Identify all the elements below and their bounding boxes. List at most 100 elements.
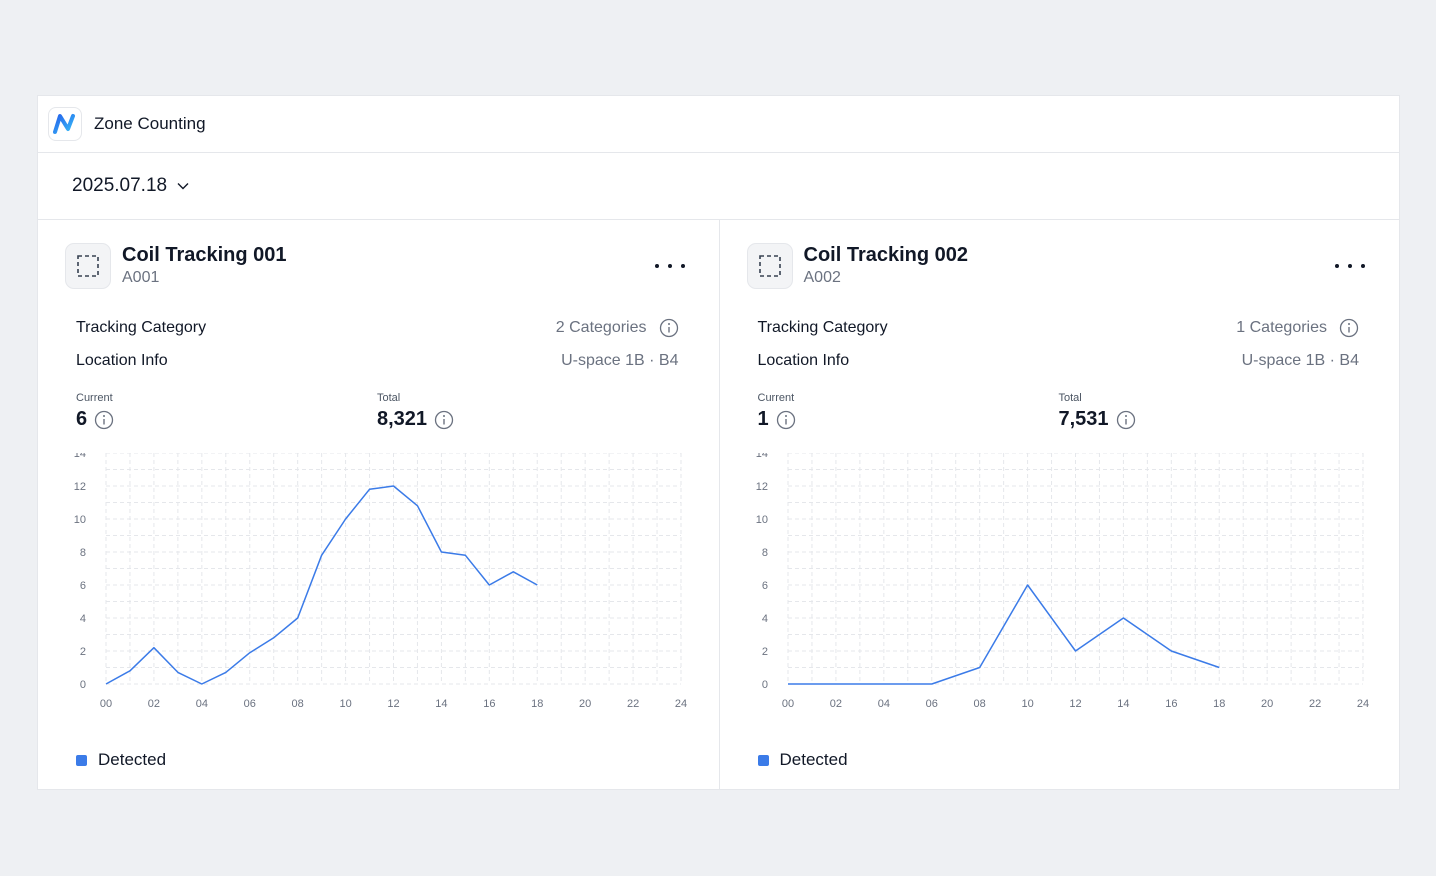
legend-swatch (757, 754, 769, 766)
x-tick-label: 12 (1069, 698, 1081, 710)
more-options-button[interactable] (654, 256, 685, 276)
x-tick-label: 22 (627, 698, 639, 710)
x-tick-label: 10 (339, 698, 351, 710)
location-info-value: U-space 1B · B4 (561, 352, 679, 369)
y-tick-label: 0 (761, 679, 767, 691)
info-icon[interactable] (776, 410, 796, 430)
x-tick-label: 06 (244, 698, 256, 710)
total-stat: Total 8,321 (377, 392, 454, 431)
total-value: 8,321 (377, 408, 428, 430)
zone-counting-window: Zone Counting 2025.07.18 Coil Tracking 0… (37, 95, 1400, 790)
y-tick-label: 4 (80, 613, 86, 625)
y-tick-label: 8 (80, 547, 86, 559)
x-tick-label: 02 (829, 698, 841, 710)
series-line-detected (105, 485, 538, 685)
date-selector[interactable]: 2025.07.18 (72, 175, 189, 197)
y-tick-label: 6 (761, 580, 767, 592)
x-tick-label: 08 (973, 698, 985, 710)
x-tick-label: 24 (675, 698, 687, 710)
zone-card-header: Coil Tracking 002 A002 (746, 243, 969, 289)
current-label: Current (76, 392, 113, 404)
zone-name: Coil Tracking 002 (803, 244, 969, 266)
total-stat: Total 7,531 (1059, 392, 1136, 431)
current-label: Current (757, 392, 795, 404)
total-value: 7,531 (1058, 408, 1109, 430)
zone-code: A001 (122, 269, 160, 286)
y-tick-label: 2 (80, 646, 86, 658)
tracking-category-value: 1 Categories (1236, 319, 1327, 336)
tracking-category-row: Tracking Category 1 Categories (758, 318, 1360, 338)
location-info-label: Location Info (757, 352, 850, 369)
zone-card: Coil Tracking 002 A002 Tracking Category… (718, 220, 1400, 789)
x-tick-label: 02 (148, 698, 160, 710)
y-tick-label: 12 (74, 481, 86, 493)
zone-selection-icon (746, 243, 793, 289)
chart-legend: Detected (757, 750, 848, 770)
info-icon[interactable] (1116, 410, 1136, 430)
location-info-row: Location Info U-space 1B · B4 (758, 352, 1360, 370)
info-icon[interactable] (94, 410, 114, 430)
y-tick-label: 10 (74, 514, 86, 526)
info-icon[interactable] (434, 410, 454, 430)
y-tick-label: 2 (761, 646, 767, 658)
date-bar: 2025.07.18 (38, 153, 1399, 220)
x-tick-label: 04 (877, 698, 889, 710)
app-title: Zone Counting (94, 114, 206, 133)
x-tick-label: 16 (483, 698, 495, 710)
zone-panels: Coil Tracking 001 A001 Tracking Category… (38, 220, 1399, 789)
zone-card: Coil Tracking 001 A001 Tracking Category… (38, 220, 719, 789)
title-bar: Zone Counting (38, 96, 1399, 153)
x-tick-label: 00 (100, 698, 112, 710)
legend-swatch (76, 754, 87, 766)
y-tick-label: 0 (80, 679, 86, 691)
zone-name: Coil Tracking 001 (122, 244, 287, 266)
y-tick-label: 14 (755, 453, 767, 460)
tracking-category-label: Tracking Category (757, 319, 888, 336)
tracking-category-row: Tracking Category 2 Categories (76, 318, 679, 338)
x-tick-label: 20 (1261, 698, 1273, 710)
location-info-label: Location Info (76, 352, 168, 369)
x-tick-label: 04 (196, 698, 208, 710)
x-tick-label: 24 (1356, 698, 1368, 710)
x-tick-label: 20 (579, 698, 591, 710)
x-tick-label: 06 (925, 698, 937, 710)
chart-legend: Detected (76, 750, 166, 770)
x-tick-label: 22 (1308, 698, 1320, 710)
x-tick-label: 00 (781, 698, 793, 710)
y-tick-label: 8 (761, 547, 767, 559)
zone-code: A002 (803, 269, 841, 286)
y-tick-label: 6 (80, 580, 86, 592)
legend-label: Detected (98, 750, 167, 769)
current-value: 1 (757, 408, 769, 430)
x-tick-label: 14 (1117, 698, 1129, 710)
x-tick-label: 16 (1165, 698, 1177, 710)
y-tick-label: 14 (74, 453, 86, 460)
tracking-category-label: Tracking Category (76, 319, 207, 336)
legend-label: Detected (779, 750, 848, 769)
x-tick-label: 18 (531, 698, 543, 710)
x-tick-label: 08 (292, 698, 304, 710)
x-tick-label: 10 (1021, 698, 1033, 710)
current-value: 6 (76, 408, 88, 430)
tracking-category-value: 2 Categories (555, 319, 647, 336)
current-stat: Current 1 (758, 392, 796, 431)
total-label: Total (377, 392, 401, 404)
chevron-down-icon (177, 182, 189, 190)
y-tick-label: 10 (755, 514, 767, 526)
x-tick-label: 18 (1213, 698, 1225, 710)
date-value: 2025.07.18 (72, 175, 168, 196)
x-tick-label: 14 (435, 698, 447, 710)
location-info-row: Location Info U-space 1B · B4 (76, 352, 679, 370)
series-line-detected (787, 584, 1220, 685)
info-icon[interactable] (659, 318, 679, 338)
total-label: Total (1058, 392, 1082, 404)
y-tick-label: 12 (755, 481, 767, 493)
more-options-button[interactable] (1335, 256, 1365, 276)
zone-selection-icon (65, 243, 111, 289)
zone-card-header: Coil Tracking 001 A001 (65, 243, 287, 289)
info-icon[interactable] (1339, 318, 1359, 338)
location-info-value: U-space 1B · B4 (1241, 352, 1359, 369)
y-tick-label: 4 (761, 613, 767, 625)
